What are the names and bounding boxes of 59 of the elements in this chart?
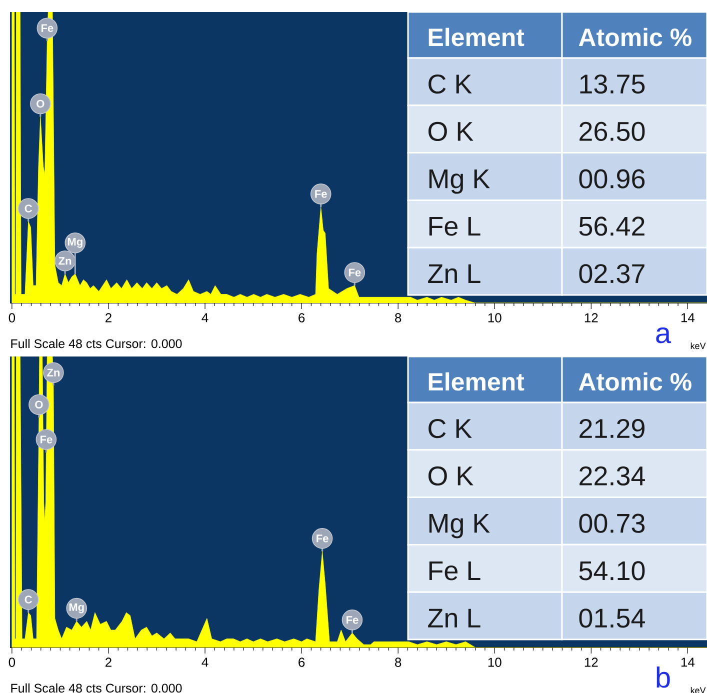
x-tick-label: 0 (8, 313, 16, 322)
annotation: C (24, 204, 32, 212)
annotation: 22.34 (580, 466, 645, 486)
annotation: 00.73 (579, 514, 645, 533)
x-tick-label: 0 (8, 658, 16, 667)
annotation: O (36, 100, 44, 108)
annotation: 02.37 (579, 264, 644, 284)
annotation: 56.42 (579, 216, 644, 236)
x-tick-label: 2 (106, 313, 112, 322)
annotation: Element (428, 28, 524, 46)
annotation: Fe (41, 24, 54, 32)
annotation: Fe (40, 436, 52, 444)
text: Full Scale 48 cts Cursor: 0.000 (11, 338, 182, 348)
x-tick-label: 6 (298, 313, 305, 322)
x-tick-label: 10 (488, 658, 502, 667)
x-tick-label: 14 (681, 658, 695, 667)
annotation: 26.50 (580, 122, 645, 142)
annotation: 54.10 (579, 561, 645, 580)
x-tick-label: 10 (488, 313, 502, 322)
annotation: Atomic % (578, 28, 692, 46)
annotation: Fe (346, 616, 358, 624)
annotation: C K (428, 418, 472, 438)
x-tick-label: 4 (202, 313, 208, 322)
x-tick-label: 8 (395, 313, 402, 322)
annotation: Fe (315, 190, 327, 198)
x-tick-label: 4 (202, 658, 208, 667)
annotation: 00.96 (579, 169, 645, 188)
annotation: Fe (316, 534, 328, 542)
annotation: Atomic % (578, 372, 692, 391)
annotation: Zn L (428, 608, 480, 628)
annotation: O K (428, 122, 474, 142)
annotation: Mg K (429, 170, 490, 194)
annotation: Mg (68, 238, 82, 248)
x-tick-label: 12 (584, 313, 598, 322)
annotation: Zn L (428, 264, 480, 283)
annotation: 13.75 (580, 74, 645, 94)
annotation: Fe (348, 268, 361, 276)
text: a (656, 327, 672, 344)
x-tick-label: 6 (298, 658, 305, 667)
annotation: Fe L (429, 216, 480, 236)
annotation: 01.54 (579, 608, 645, 628)
x-axis-title: keV (690, 342, 706, 350)
x-tick-label: 8 (395, 658, 402, 667)
annotation: Fe L (429, 561, 480, 580)
annotation: Zn (58, 257, 72, 265)
annotation: C K (428, 74, 472, 94)
annotation: Element (428, 372, 524, 391)
text: Full Scale 48 cts Cursor: 0.000 (11, 683, 182, 693)
annotation: 21.29 (580, 418, 644, 438)
annotation: O (35, 400, 43, 408)
x-tick-label: 2 (106, 658, 112, 667)
x-tick-label: 14 (681, 313, 695, 322)
annotation: Mg (69, 603, 84, 614)
x-tick-label: 12 (584, 658, 598, 667)
annotation: C (24, 596, 32, 604)
annotation: Zn (47, 368, 60, 376)
text: b (656, 666, 670, 688)
annotation: O K (428, 466, 474, 486)
annotation: Mg K (429, 514, 490, 538)
